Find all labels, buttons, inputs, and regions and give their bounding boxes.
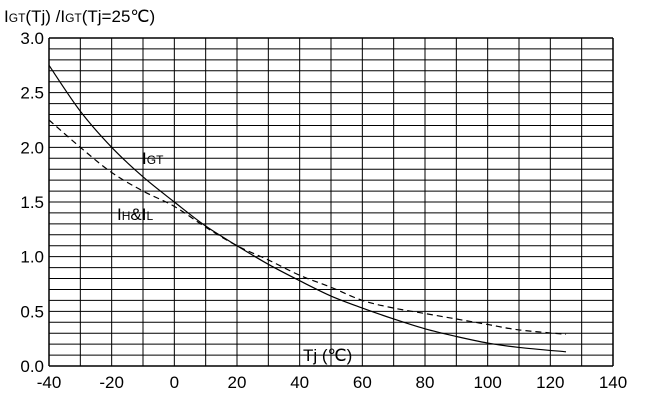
chart-title: IGT(Tj) /IGT(Tj=25℃) — [4, 7, 155, 26]
y-tick-label: 0.5 — [20, 302, 44, 321]
x-tick-label: 0 — [170, 373, 179, 392]
series-line-ih-il — [48, 119, 567, 335]
x-tick-label: 120 — [536, 373, 564, 392]
x-tick-label: -20 — [99, 373, 124, 392]
grid — [48, 37, 614, 367]
x-tick-label: 40 — [290, 373, 309, 392]
series-label-ih-il: IH&IL — [117, 205, 153, 224]
x-tick-label: 100 — [473, 373, 501, 392]
y-tick-label: 2.0 — [20, 138, 44, 157]
series-label-igt: IGT — [142, 149, 164, 168]
y-tick-label: 3.0 — [20, 29, 44, 48]
y-tick-label: 1.5 — [20, 193, 44, 212]
x-axis-label: Tj (℃) — [303, 346, 352, 365]
x-tick-label: -40 — [37, 373, 62, 392]
tick-labels: -40 -20 0 20 40 60 80 100 120 140 0.0 0.5 1.0 1.5 2.0 2… — [20, 29, 627, 392]
x-tick-label: 60 — [353, 373, 372, 392]
x-tick-label: 80 — [416, 373, 435, 392]
x-tick-label: 140 — [599, 373, 627, 392]
y-tick-label: 0.0 — [20, 357, 44, 376]
y-tick-label: 1.0 — [20, 248, 44, 267]
x-tick-label: 20 — [228, 373, 247, 392]
series-line-igt — [48, 64, 567, 353]
y-tick-label: 2.5 — [20, 84, 44, 103]
series-lines — [48, 64, 567, 353]
